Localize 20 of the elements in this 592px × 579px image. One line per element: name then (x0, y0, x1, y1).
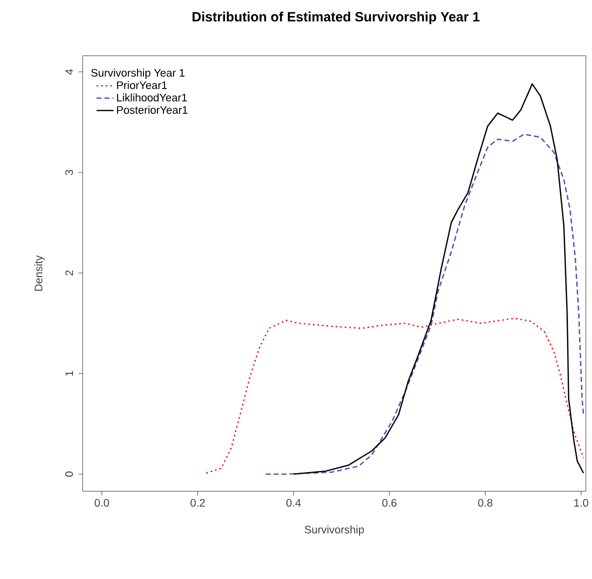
x-tick-label: 0.8 (478, 499, 492, 507)
chart-title: Distribution of Estimated Survivorship Year 1 (192, 12, 480, 24)
legend-title: Survivorship Year 1 (91, 68, 184, 79)
legend-label: PosteriorYear1 (117, 106, 188, 114)
y-tick-label: 2 (65, 270, 73, 276)
y-tick-label: 4 (65, 69, 73, 75)
y-axis-title: Density (34, 255, 45, 291)
line-series (206, 318, 584, 474)
line-series (265, 134, 584, 475)
x-axis-title: Survivorship (304, 525, 364, 536)
y-tick-label: 3 (65, 170, 73, 176)
y-tick-label: 0 (65, 472, 73, 477)
y-tick-label: 1 (65, 371, 73, 376)
x-tick-label: 0.2 (190, 499, 205, 507)
x-tick-label: 0.4 (286, 499, 301, 507)
x-tick-label: 0.0 (94, 499, 110, 507)
x-tick-label: 1.0 (574, 499, 588, 507)
legend-label: PriorYear1 (117, 81, 167, 90)
legend-label: LiklihoodYear1 (117, 93, 187, 102)
x-tick-label: 0.6 (382, 499, 397, 507)
